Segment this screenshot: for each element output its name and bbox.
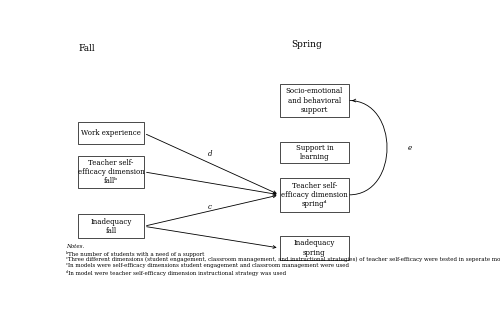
- Text: Teacher self-
efficacy dimension
fallᵇ: Teacher self- efficacy dimension fallᵇ: [78, 159, 144, 185]
- FancyBboxPatch shape: [78, 214, 144, 238]
- Text: ᶜThree different dimensions (student engagement, classroom management, and instr: ᶜThree different dimensions (student eng…: [66, 257, 500, 262]
- Text: d: d: [208, 150, 212, 158]
- Text: Inadequacy
spring: Inadequacy spring: [294, 240, 335, 257]
- Text: Support in
learning: Support in learning: [296, 144, 333, 161]
- FancyBboxPatch shape: [280, 84, 349, 117]
- FancyBboxPatch shape: [78, 156, 144, 187]
- Text: Fall: Fall: [78, 44, 94, 53]
- Text: e: e: [407, 144, 412, 152]
- Text: ᵇThe number of students with a need of a support: ᵇThe number of students with a need of a…: [66, 251, 205, 257]
- FancyBboxPatch shape: [280, 178, 349, 212]
- Text: ᶜIn models were self-efficacy dimensions student engagement and classroom manage: ᶜIn models were self-efficacy dimensions…: [66, 263, 350, 268]
- FancyBboxPatch shape: [280, 142, 349, 163]
- Text: ᵈIn model were teacher self-efficacy dimension instructional strategy was used: ᵈIn model were teacher self-efficacy dim…: [66, 269, 286, 276]
- Text: Socio-emotional
and behavioral
support: Socio-emotional and behavioral support: [286, 87, 343, 114]
- FancyBboxPatch shape: [280, 236, 349, 260]
- Text: Work experience: Work experience: [81, 129, 141, 137]
- Text: c: c: [208, 203, 212, 211]
- Text: Spring: Spring: [291, 41, 322, 49]
- Text: Inadequacy
fall: Inadequacy fall: [90, 218, 132, 235]
- Text: Notes.: Notes.: [66, 244, 84, 249]
- Text: Teacher self-
efficacy dimension
springᵈ: Teacher self- efficacy dimension springᵈ: [281, 181, 348, 208]
- FancyBboxPatch shape: [78, 122, 144, 144]
